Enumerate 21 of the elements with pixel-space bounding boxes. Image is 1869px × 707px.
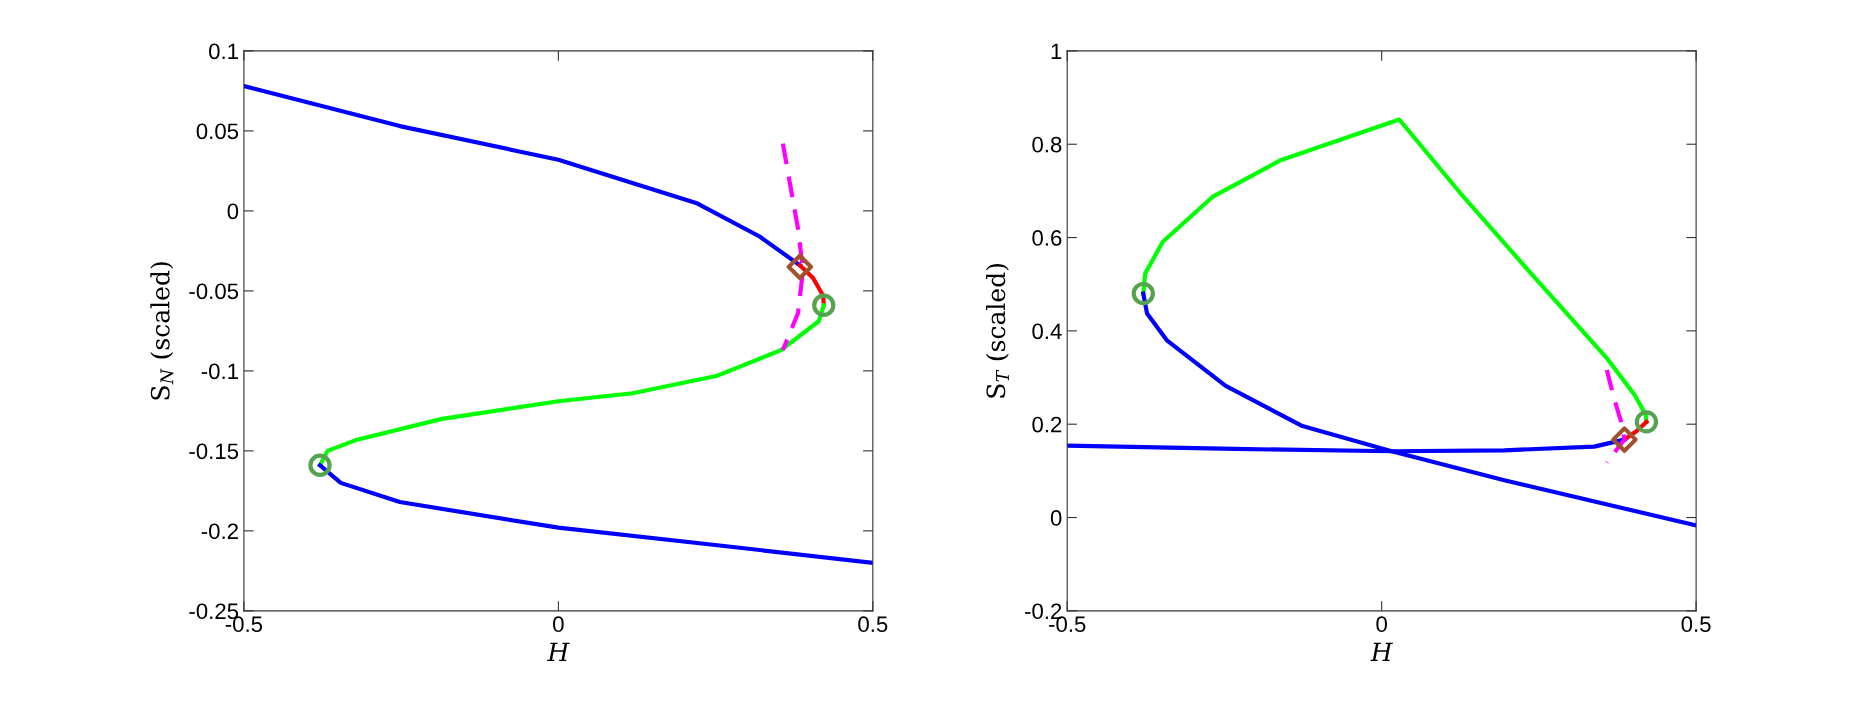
y-tick-label: -0.15 (189, 443, 239, 460)
x-tick-label: 0.5 (858, 616, 888, 633)
y-tick-label: 0.6 (1032, 230, 1062, 246)
y-tick-label: -0.2 (201, 523, 238, 540)
y-tick-label: 0.8 (1032, 136, 1062, 153)
y-tick-label: 0.05 (196, 123, 239, 140)
x-axis-title: H (547, 642, 570, 661)
y-tick-label: 1 (1051, 43, 1062, 59)
y-tick-label: -0.05 (189, 283, 239, 300)
x-axis-title: H (1370, 642, 1393, 661)
x-tick-label: 0 (1376, 616, 1387, 633)
y-tick-label: -0.1 (201, 363, 238, 380)
y-tick-label: 0 (1050, 510, 1062, 526)
y-tick-label: 0.2 (1032, 416, 1062, 433)
y-tick-label: 0.4 (1032, 323, 1062, 340)
y-axis-title: S$_{T}$ (scaled) (985, 264, 1009, 398)
x-tick-label: 0.5 (1681, 616, 1711, 633)
x-tick-label: 0 (553, 616, 564, 633)
y-axis-title: S$_{N}$ (scaled) (150, 262, 174, 400)
y-tick-label: 0 (227, 203, 239, 220)
y-tick-label: 0.1 (209, 43, 238, 60)
